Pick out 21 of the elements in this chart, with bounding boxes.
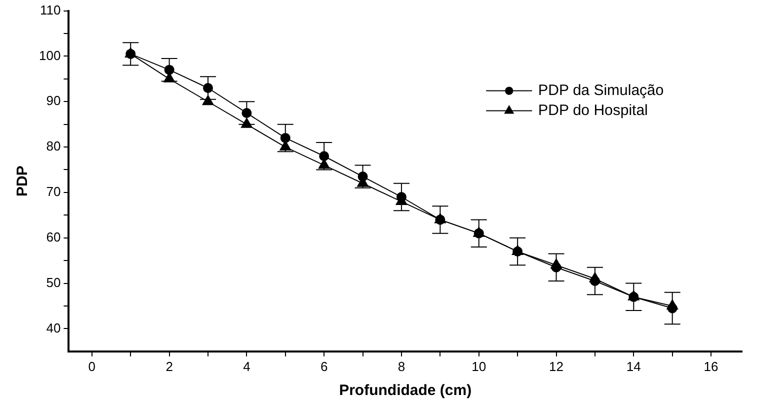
y-tick-label: 100 <box>38 48 61 63</box>
x-tick-label: 12 <box>549 358 564 374</box>
x-tick-label: 4 <box>243 358 250 374</box>
y-tick-label: 70 <box>46 184 61 200</box>
x-axis-title: Profundidade (cm) <box>339 382 472 400</box>
x-tick-label: 2 <box>166 358 173 374</box>
y-tick-label: 110 <box>40 2 61 18</box>
x-tick-label: 10 <box>472 358 486 374</box>
y-tick-label: 60 <box>46 229 61 244</box>
x-tick-label: 16 <box>704 358 718 374</box>
y-tick-label: 80 <box>46 138 61 154</box>
y-tick-label: 50 <box>46 274 61 290</box>
legend-label: PDP do Hospital <box>538 102 648 119</box>
y-axis-title: PDP <box>14 166 32 197</box>
y-tick-label: 90 <box>46 93 61 108</box>
x-tick-label: 14 <box>626 358 641 374</box>
x-tick-label: 0 <box>88 358 96 374</box>
x-tick-label: 8 <box>398 358 406 374</box>
x-tick-label: 6 <box>320 358 328 374</box>
y-tick-label: 40 <box>46 320 61 336</box>
legend-label: PDP da Simulação <box>538 82 664 99</box>
